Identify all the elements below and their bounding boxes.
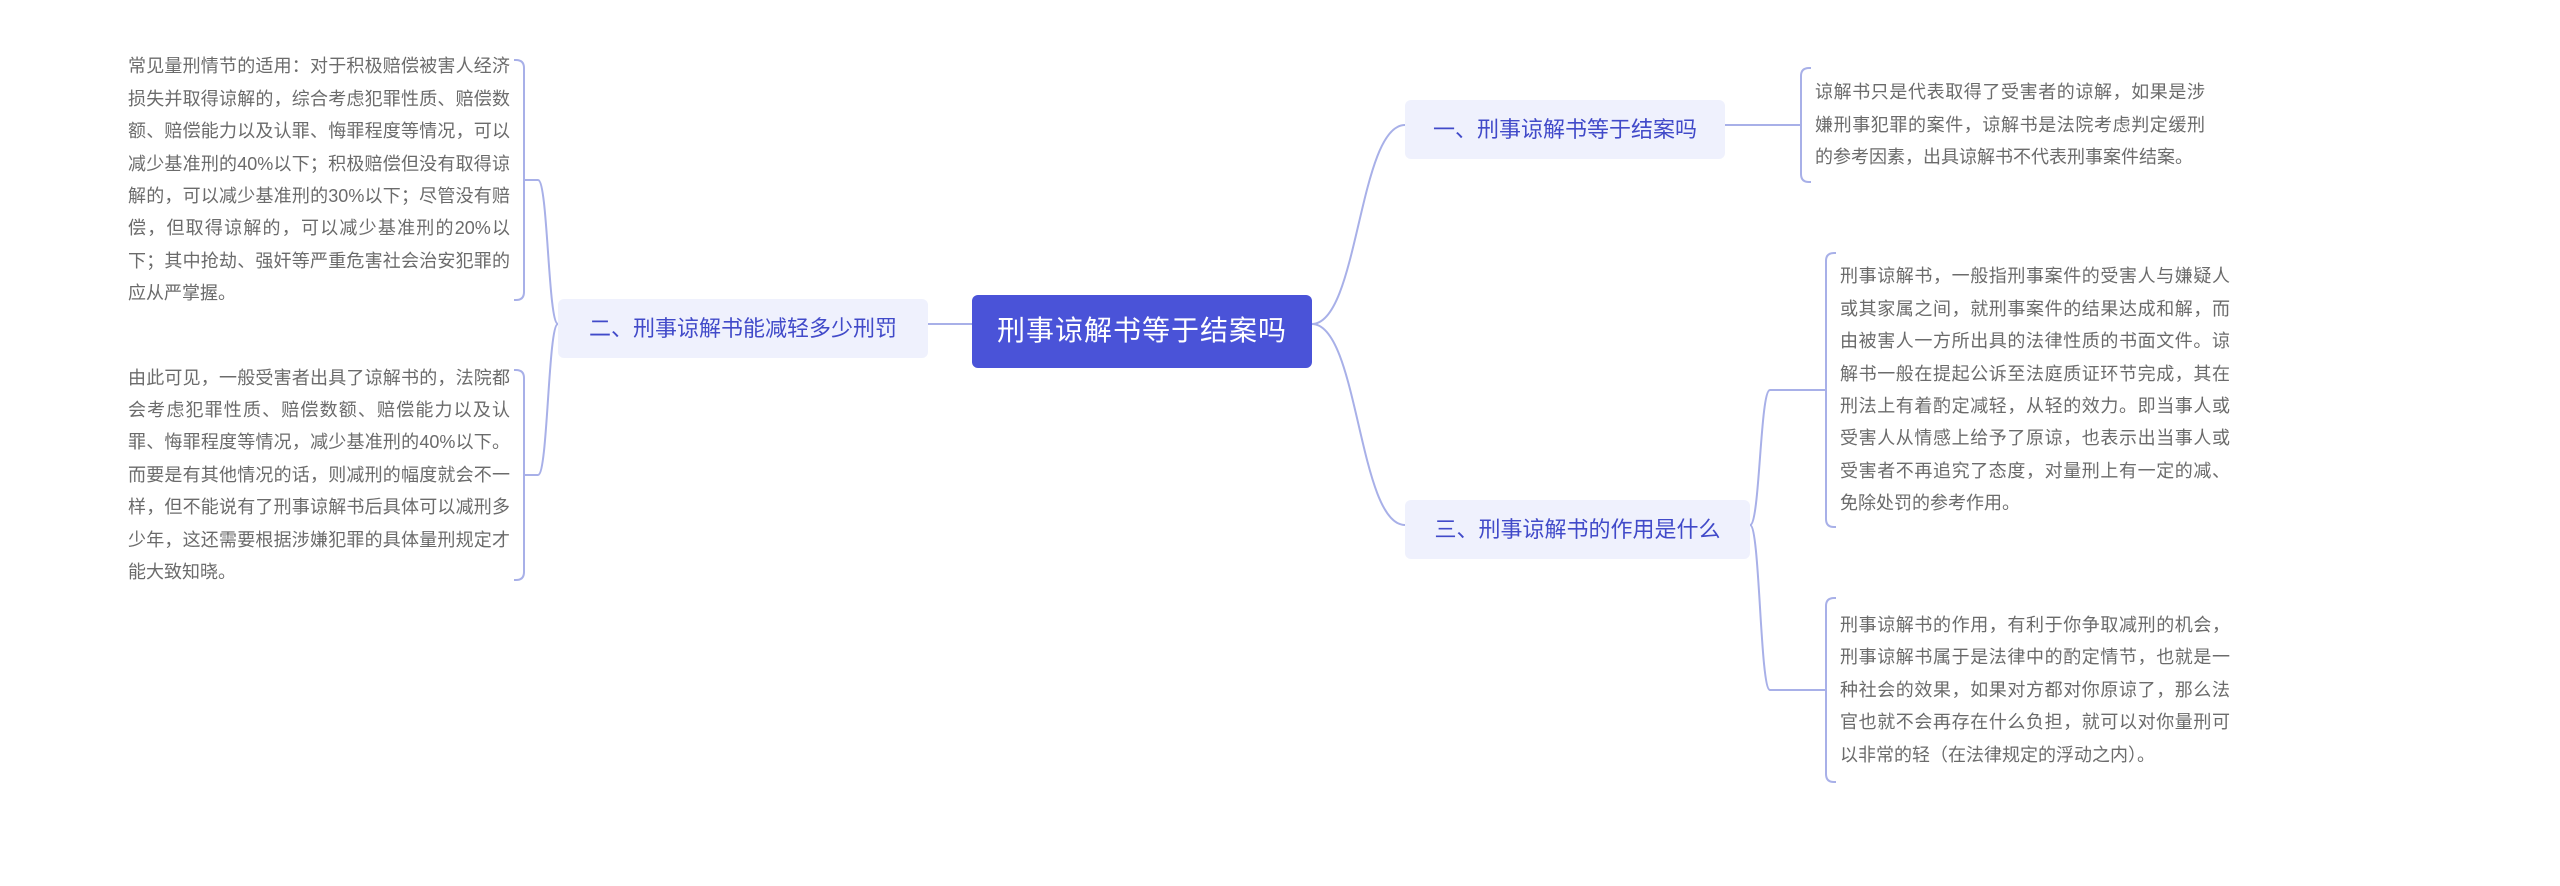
center-label: 刑事谅解书等于结案吗: [997, 309, 1287, 354]
left-leaf-1: 由此可见，一般受害者出具了谅解书的，法院都会考虑犯罪性质、赔偿数额、赔偿能力以及…: [128, 360, 510, 590]
leaf-text: 由此可见，一般受害者出具了谅解书的，法院都会考虑犯罪性质、赔偿数额、赔偿能力以及…: [128, 362, 510, 589]
right-sub-label-3: 三、刑事谅解书的作用是什么: [1434, 512, 1720, 547]
right-subtopic-1: 一、刑事谅解书等于结案吗: [1405, 100, 1725, 159]
left-leaf-0: 常见量刑情节的适用：对于积极赔偿被害人经济损失并取得谅解的，综合考虑犯罪性质、赔…: [128, 50, 510, 310]
right-leaf-1-0: 谅解书只是代表取得了受害者的谅解，如果是涉嫌刑事犯罪的案件，谅解书是法院考虑判定…: [1815, 60, 2205, 190]
leaf-text: 谅解书只是代表取得了受害者的谅解，如果是涉嫌刑事犯罪的案件，谅解书是法院考虑判定…: [1815, 76, 2205, 173]
right-sub-label-1: 一、刑事谅解书等于结案吗: [1433, 112, 1697, 147]
right-leaf-3-1: 刑事谅解书的作用，有利于你争取减刑的机会，刑事谅解书属于是法律中的酌定情节，也就…: [1840, 590, 2230, 790]
center-topic: 刑事谅解书等于结案吗: [972, 295, 1312, 368]
left-sub-label: 二、刑事谅解书能减轻多少刑罚: [589, 311, 897, 346]
left-subtopic: 二、刑事谅解书能减轻多少刑罚: [558, 299, 928, 358]
leaf-text: 刑事谅解书的作用，有利于你争取减刑的机会，刑事谅解书属于是法律中的酌定情节，也就…: [1840, 609, 2230, 771]
right-leaf-3-0: 刑事谅解书，一般指刑事案件的受害人与嫌疑人或其家属之间，就刑事案件的结果达成和解…: [1840, 245, 2230, 535]
leaf-text: 刑事谅解书，一般指刑事案件的受害人与嫌疑人或其家属之间，就刑事案件的结果达成和解…: [1840, 260, 2230, 519]
leaf-text: 常见量刑情节的适用：对于积极赔偿被害人经济损失并取得谅解的，综合考虑犯罪性质、赔…: [128, 50, 510, 309]
right-subtopic-3: 三、刑事谅解书的作用是什么: [1405, 500, 1750, 559]
